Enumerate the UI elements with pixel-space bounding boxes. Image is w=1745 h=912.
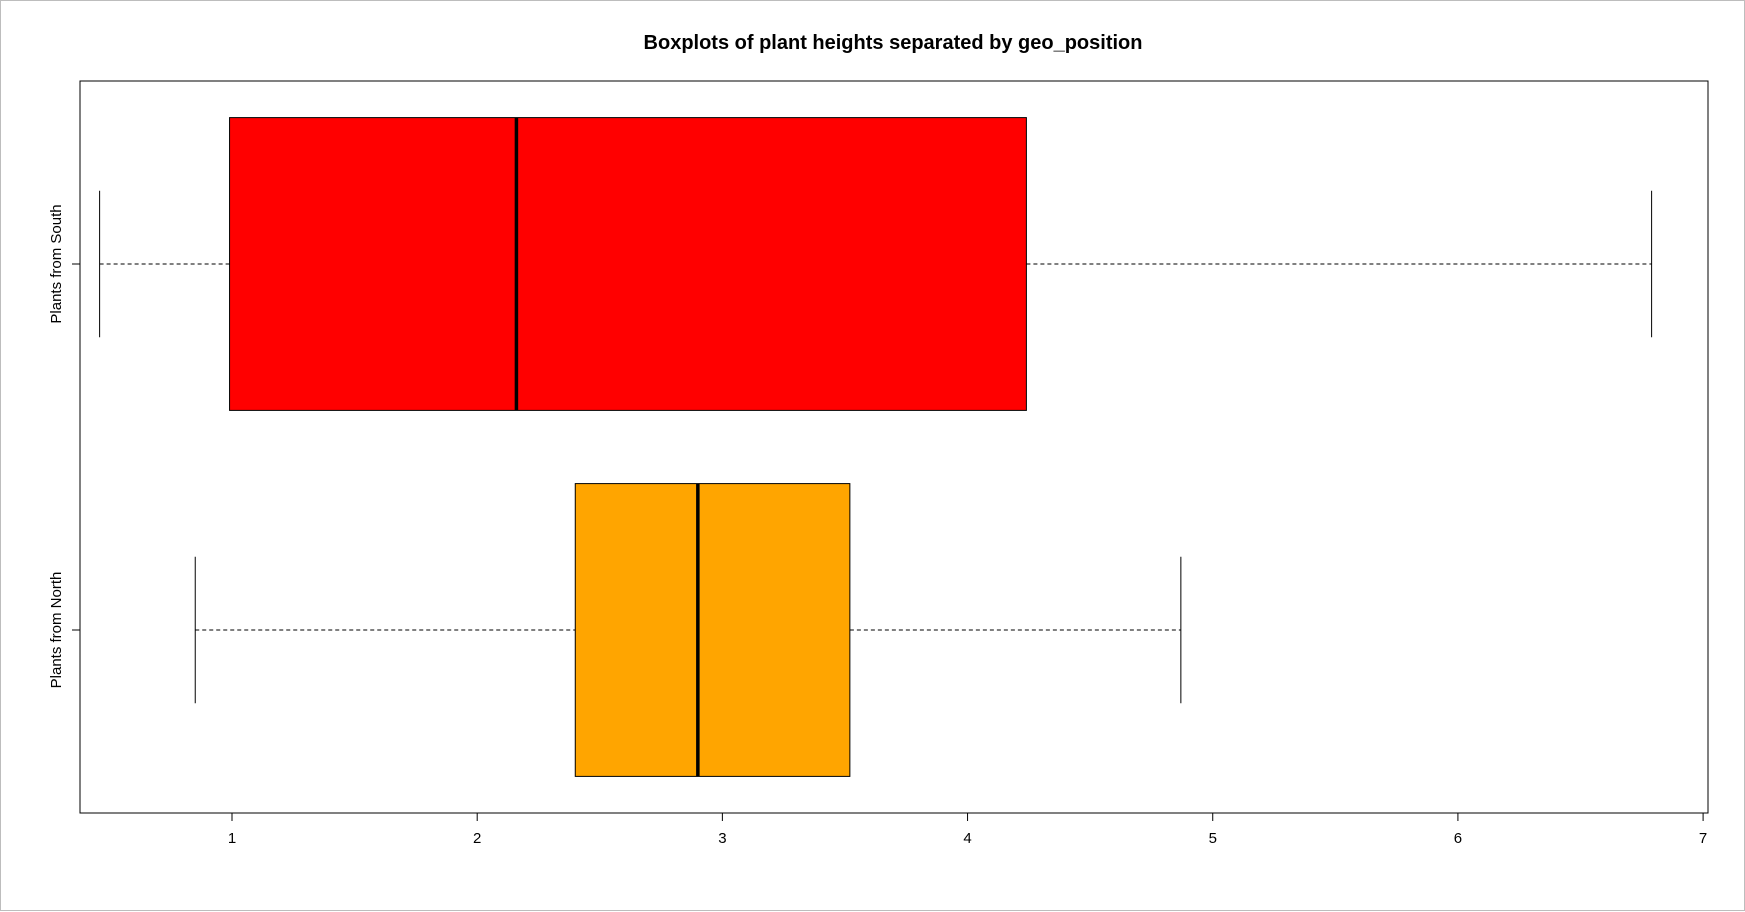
category-label: Plants from North [48, 572, 65, 689]
x-tick-label: 2 [473, 830, 481, 847]
y-axis: Plants from North Plants from South [48, 204, 80, 688]
x-tick-label: 1 [228, 830, 236, 847]
x-tick-label: 4 [963, 830, 971, 847]
category-label: Plants from South [48, 204, 65, 323]
x-axis: 1 2 3 4 5 6 7 [228, 812, 1707, 847]
x-tick-label: 7 [1699, 830, 1707, 847]
box-iqr [229, 117, 1027, 411]
box-group [194, 483, 1182, 777]
box-iqr [574, 483, 851, 777]
x-tick-label: 3 [718, 830, 726, 847]
boxes-layer [99, 117, 1653, 777]
x-tick-label: 6 [1454, 830, 1462, 847]
chart-title: Boxplots of plant heights separated by g… [644, 32, 1143, 54]
box-group [99, 117, 1653, 411]
x-tick-label: 5 [1209, 830, 1217, 847]
